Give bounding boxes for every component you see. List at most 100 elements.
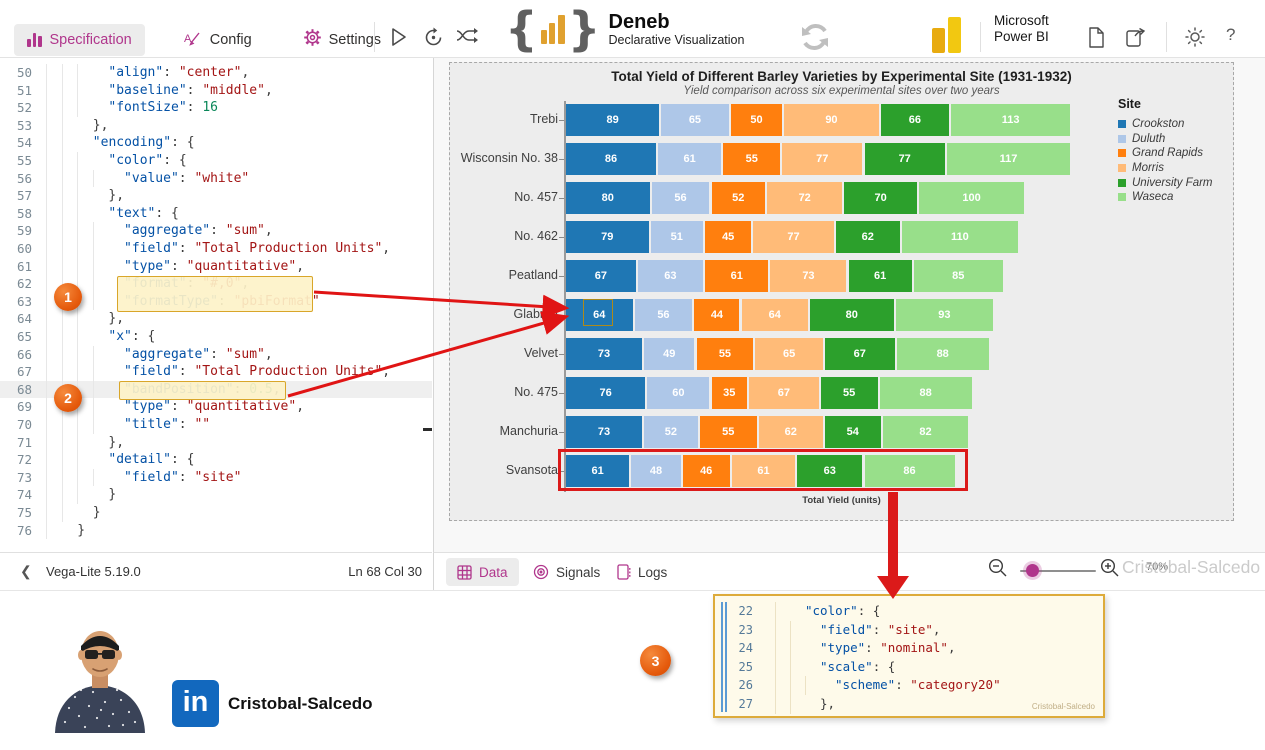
editor-line-53[interactable]: 53}, — [0, 116, 432, 135]
bar-segment-waseca[interactable]: 82 — [882, 416, 969, 448]
bar-segment-university-farm[interactable]: 54 — [824, 416, 881, 448]
bar-segment-waseca[interactable]: 86 — [864, 455, 955, 487]
zoom-slider-thumb[interactable] — [1026, 564, 1039, 577]
bar-segment-university-farm[interactable]: 63 — [797, 455, 863, 487]
linkedin-logo[interactable]: in — [172, 680, 219, 727]
editor-line-70[interactable]: 70 "title": "" — [0, 416, 432, 434]
legend-item[interactable]: Morris — [1118, 161, 1213, 176]
bar-segment-waseca[interactable]: 100 — [919, 182, 1025, 214]
bar-segment-morris[interactable]: 67 — [749, 377, 819, 409]
bar-segment-university-farm[interactable]: 70 — [844, 182, 918, 214]
bar-segment-crookston[interactable]: 89 — [566, 104, 660, 136]
editor-line-59[interactable]: 59 "aggregate": "sum", — [0, 222, 432, 240]
tab-data[interactable]: Data — [446, 558, 519, 586]
bar-segment-university-farm[interactable]: 62 — [835, 221, 900, 253]
bar-segment-grand-rapids[interactable]: 50 — [730, 104, 783, 136]
bar-segment-morris[interactable]: 61 — [731, 455, 796, 487]
bar-segment-duluth[interactable]: 52 — [644, 416, 698, 448]
bar-segment-morris[interactable]: 64 — [741, 299, 808, 331]
bar-segment-morris[interactable]: 65 — [755, 338, 823, 370]
editor-line-76[interactable]: 76} — [0, 521, 432, 540]
bar-segment-duluth[interactable]: 65 — [661, 104, 729, 136]
bar-segment-morris[interactable]: 90 — [784, 104, 879, 136]
bar-segment-university-farm[interactable]: 80 — [810, 299, 894, 331]
run-button[interactable] — [390, 27, 408, 52]
bar-segment-crookston[interactable]: 79 — [566, 221, 649, 253]
bar-segment-grand-rapids[interactable]: 44 — [694, 299, 740, 331]
zoom-in-button[interactable] — [1100, 558, 1120, 583]
visual-card[interactable]: Total Yield of Different Barley Varietie… — [449, 62, 1234, 521]
bar-segment-duluth[interactable]: 60 — [647, 377, 710, 409]
bar-segment-grand-rapids[interactable]: 46 — [682, 455, 730, 487]
bar-segment-morris[interactable]: 62 — [758, 416, 823, 448]
editor-line-54[interactable]: 54 "encoding": { — [0, 134, 432, 152]
bar-segment-duluth[interactable]: 61 — [658, 143, 722, 175]
bar-segment-duluth[interactable]: 63 — [637, 260, 704, 292]
tab-logs[interactable]: Logs — [606, 558, 678, 586]
bar-segment-duluth[interactable]: 48 — [631, 455, 681, 487]
bar-segment-duluth[interactable]: 49 — [644, 338, 695, 370]
zoom-slider-track[interactable] — [1020, 570, 1096, 572]
bar-segment-waseca[interactable]: 88 — [896, 338, 989, 370]
bar-segment-duluth[interactable]: 56 — [634, 299, 693, 331]
bar-segment-crookston[interactable]: 73 — [566, 416, 643, 448]
bar-segment-waseca[interactable]: 117 — [946, 143, 1071, 175]
bar-segment-waseca[interactable]: 88 — [879, 377, 972, 409]
zoom-out-button[interactable] — [988, 558, 1008, 583]
export-icon[interactable] — [1126, 27, 1146, 52]
bar-segment-grand-rapids[interactable]: 61 — [705, 260, 769, 292]
legend-item[interactable]: Crookston — [1118, 117, 1213, 132]
bar-segment-grand-rapids[interactable]: 55 — [699, 416, 757, 448]
editor-line-60[interactable]: 60 "field": "Total Production Units", — [0, 240, 432, 258]
editor-line-52[interactable]: 52 "fontSize": 16 — [0, 99, 432, 117]
tab-specification[interactable]: Specification — [14, 23, 145, 56]
bar-segment-grand-rapids[interactable]: 45 — [705, 221, 752, 253]
help-icon[interactable]: ? — [1226, 25, 1236, 44]
collapse-chevron-icon[interactable]: ❮ — [20, 563, 32, 579]
bar-segment-waseca[interactable]: 113 — [951, 104, 1071, 136]
bar-segment-crookston[interactable]: 67 — [566, 260, 636, 292]
tab-config[interactable]: A Config — [171, 22, 265, 58]
bar-segment-waseca[interactable]: 110 — [902, 221, 1018, 253]
bar-segment-morris[interactable]: 72 — [767, 182, 843, 214]
bar-segment-crookston[interactable]: 61 — [566, 455, 630, 487]
bar-segment-crookston[interactable]: 86 — [566, 143, 656, 175]
editor-line-56[interactable]: 56 "value": "white" — [0, 169, 432, 188]
editor-line-57[interactable]: 57}, — [0, 187, 432, 205]
bar-segment-grand-rapids[interactable]: 55 — [696, 338, 754, 370]
bar-segment-morris[interactable]: 77 — [753, 221, 834, 253]
theme-icon[interactable] — [1185, 27, 1205, 52]
legend-item[interactable]: Duluth — [1118, 132, 1213, 147]
editor-line-74[interactable]: 74} — [0, 486, 432, 504]
editor-line-65[interactable]: 65 "x": { — [0, 328, 432, 346]
editor-line-72[interactable]: 72 "detail": { — [0, 451, 432, 469]
bar-segment-morris[interactable]: 77 — [782, 143, 863, 175]
editor-line-55[interactable]: 55 "color": { — [0, 152, 432, 170]
bar-segment-waseca[interactable]: 85 — [913, 260, 1003, 292]
legend-item[interactable]: Grand Rapids — [1118, 146, 1213, 161]
bar-segment-university-farm[interactable]: 55 — [820, 377, 878, 409]
editor-line-71[interactable]: 71}, — [0, 433, 432, 452]
shuffle-icon[interactable] — [456, 27, 480, 49]
editor-line-73[interactable]: 73 "field": "site" — [0, 468, 432, 487]
editor-line-51[interactable]: 51 "baseline": "middle", — [0, 81, 432, 100]
editor-line-75[interactable]: 75} — [0, 504, 432, 522]
bar-segment-duluth[interactable]: 51 — [650, 221, 704, 253]
bar-segment-crookston[interactable]: 73 — [566, 338, 643, 370]
bar-segment-university-farm[interactable]: 61 — [848, 260, 912, 292]
tab-settings[interactable]: Settings — [291, 21, 394, 58]
auto-apply-icon[interactable] — [423, 27, 444, 53]
tab-signals[interactable]: Signals — [522, 558, 611, 586]
new-spec-icon[interactable] — [1088, 27, 1105, 53]
legend-item[interactable]: Waseca — [1118, 190, 1213, 205]
bar-segment-university-farm[interactable]: 77 — [864, 143, 945, 175]
bar-segment-crookston[interactable]: 76 — [566, 377, 646, 409]
editor-line-58[interactable]: 58 "text": { — [0, 204, 432, 223]
bar-segment-university-farm[interactable]: 66 — [880, 104, 950, 136]
bar-segment-grand-rapids[interactable]: 35 — [711, 377, 747, 409]
bar-segment-morris[interactable]: 73 — [770, 260, 847, 292]
bar-segment-grand-rapids[interactable]: 52 — [711, 182, 766, 214]
sync-icon[interactable] — [797, 19, 833, 60]
editor-line-67[interactable]: 67 "field": "Total Production Units", — [0, 363, 432, 381]
editor-line-64[interactable]: 64}, — [0, 310, 432, 328]
